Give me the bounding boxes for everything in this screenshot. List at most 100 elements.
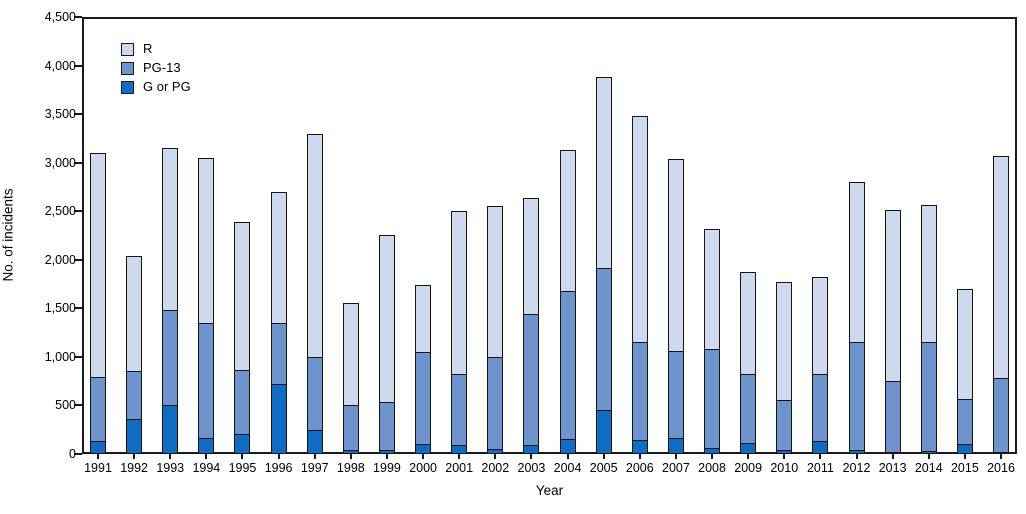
legend-label: R <box>143 41 153 56</box>
y-tick-label: 500 <box>55 398 76 413</box>
bar-segment-r-1993 <box>162 148 179 312</box>
x-tick-mark <box>638 454 641 459</box>
bar-segment-pg-13-2005 <box>595 267 612 412</box>
bar-segment-pg-13-2010 <box>776 399 793 452</box>
bar-2011 <box>812 277 829 454</box>
bar-segment-pg-13-2003 <box>523 314 540 447</box>
bar-segment-pg-13-2004 <box>559 290 576 441</box>
bar-1998 <box>342 302 359 454</box>
x-tick-mark <box>674 454 677 459</box>
x-tick-label-2013: 2013 <box>878 461 907 475</box>
x-tick-label-2015: 2015 <box>950 461 979 475</box>
bar-2007 <box>667 158 684 454</box>
bar-2012 <box>848 182 865 454</box>
y-tick-label: 3,000 <box>44 155 76 170</box>
x-tick-mark <box>205 454 208 459</box>
bar-segment-r-2016 <box>993 155 1009 380</box>
x-tick-mark <box>566 454 569 459</box>
bar-1994 <box>198 157 215 454</box>
bar-2001 <box>451 211 468 454</box>
bar-2009 <box>740 271 757 454</box>
x-tick-label-1994: 1994 <box>192 461 221 475</box>
bar-2014 <box>920 205 937 454</box>
x-tick-mark <box>963 454 966 459</box>
bar-1992 <box>126 255 143 454</box>
bar-2010 <box>776 282 793 454</box>
x-tick-label-2007: 2007 <box>662 461 690 475</box>
bar-segment-g-or-pg-1998 <box>342 450 359 454</box>
y-tick-mark <box>74 355 82 358</box>
bar-segment-g-or-pg-2009 <box>740 443 757 454</box>
y-tick-mark <box>74 161 82 164</box>
bar-segment-g-or-pg-1993 <box>162 405 179 454</box>
bar-1996 <box>270 191 287 454</box>
y-tick-label: 3,500 <box>44 107 76 122</box>
x-tick-label-2004: 2004 <box>553 461 582 475</box>
bar-segment-g-or-pg-1995 <box>234 433 251 454</box>
x-tick-mark <box>313 454 316 459</box>
x-tick-label-2002: 2002 <box>481 461 510 475</box>
bar-1993 <box>162 148 179 454</box>
bar-segment-r-1991 <box>90 153 106 379</box>
x-tick-mark <box>494 454 497 459</box>
bar-2016 <box>993 155 1009 454</box>
bar-segment-g-or-pg-2013 <box>884 452 901 454</box>
bar-segment-g-or-pg-2007 <box>667 437 684 454</box>
bar-segment-g-or-pg-2015 <box>956 444 973 454</box>
legend-swatch-icon <box>121 42 134 56</box>
x-tick-label-1996: 1996 <box>264 461 293 475</box>
bar-segment-pg-13-1999 <box>378 401 395 452</box>
bar-1999 <box>378 234 395 454</box>
x-tick-label-2001: 2001 <box>445 461 474 475</box>
bar-segment-pg-13-2002 <box>487 356 504 451</box>
bar-segment-r-2002 <box>487 206 504 358</box>
x-tick-label-1993: 1993 <box>156 461 185 475</box>
bar-segment-r-2009 <box>740 271 757 376</box>
bar-segment-pg-13-2001 <box>451 374 468 447</box>
legend-label: G or PG <box>143 79 191 94</box>
x-tick-label-2010: 2010 <box>770 461 799 475</box>
x-tick-label-1995: 1995 <box>228 461 257 475</box>
x-tick-mark <box>277 454 280 459</box>
bar-segment-r-2007 <box>667 158 684 353</box>
bar-2000 <box>415 285 432 454</box>
x-tick-label-1997: 1997 <box>300 461 329 475</box>
bar-segment-pg-13-1997 <box>306 356 323 431</box>
bar-2013 <box>884 210 901 454</box>
bar-segment-g-or-pg-2002 <box>487 449 504 454</box>
bar-segment-pg-13-1994 <box>198 322 215 439</box>
x-tick-mark <box>783 454 786 459</box>
bar-segment-r-1996 <box>270 191 287 324</box>
y-tick-label: 4,500 <box>44 10 76 24</box>
y-tick-label: 4,000 <box>44 58 76 73</box>
bar-segment-g-or-pg-2010 <box>776 450 793 454</box>
bar-segment-g-or-pg-2004 <box>559 439 576 454</box>
x-tick-label-2006: 2006 <box>625 461 654 475</box>
bar-segment-pg-13-2014 <box>920 342 937 453</box>
x-tick-label-2016: 2016 <box>987 461 1015 475</box>
bars-layer <box>82 17 1017 454</box>
x-tick-label-2011: 2011 <box>806 461 834 475</box>
bar-segment-g-or-pg-2000 <box>415 444 432 454</box>
bar-2004 <box>559 150 576 454</box>
y-tick-mark <box>74 16 82 18</box>
bar-segment-r-2006 <box>631 116 648 344</box>
bar-segment-g-or-pg-1992 <box>126 419 143 454</box>
x-tick-label-1991: 1991 <box>84 461 112 475</box>
bar-segment-pg-13-1998 <box>342 404 359 452</box>
bar-segment-g-or-pg-2005 <box>595 410 612 454</box>
x-tick-label-2008: 2008 <box>698 461 726 475</box>
bar-segment-r-1992 <box>126 255 143 372</box>
bar-segment-pg-13-1992 <box>126 370 143 421</box>
bar-segment-pg-13-2009 <box>740 374 757 445</box>
bar-segment-r-2013 <box>884 210 901 383</box>
bar-segment-g-or-pg-2006 <box>631 440 648 454</box>
x-tick-label-1998: 1998 <box>336 461 365 475</box>
x-tick-mark <box>458 454 461 459</box>
bar-segment-r-2011 <box>812 277 829 376</box>
bar-segment-r-2001 <box>451 211 468 376</box>
bar-segment-pg-13-2012 <box>848 342 865 452</box>
bar-segment-pg-13-2016 <box>993 378 1009 453</box>
x-tick-mark <box>602 454 605 459</box>
